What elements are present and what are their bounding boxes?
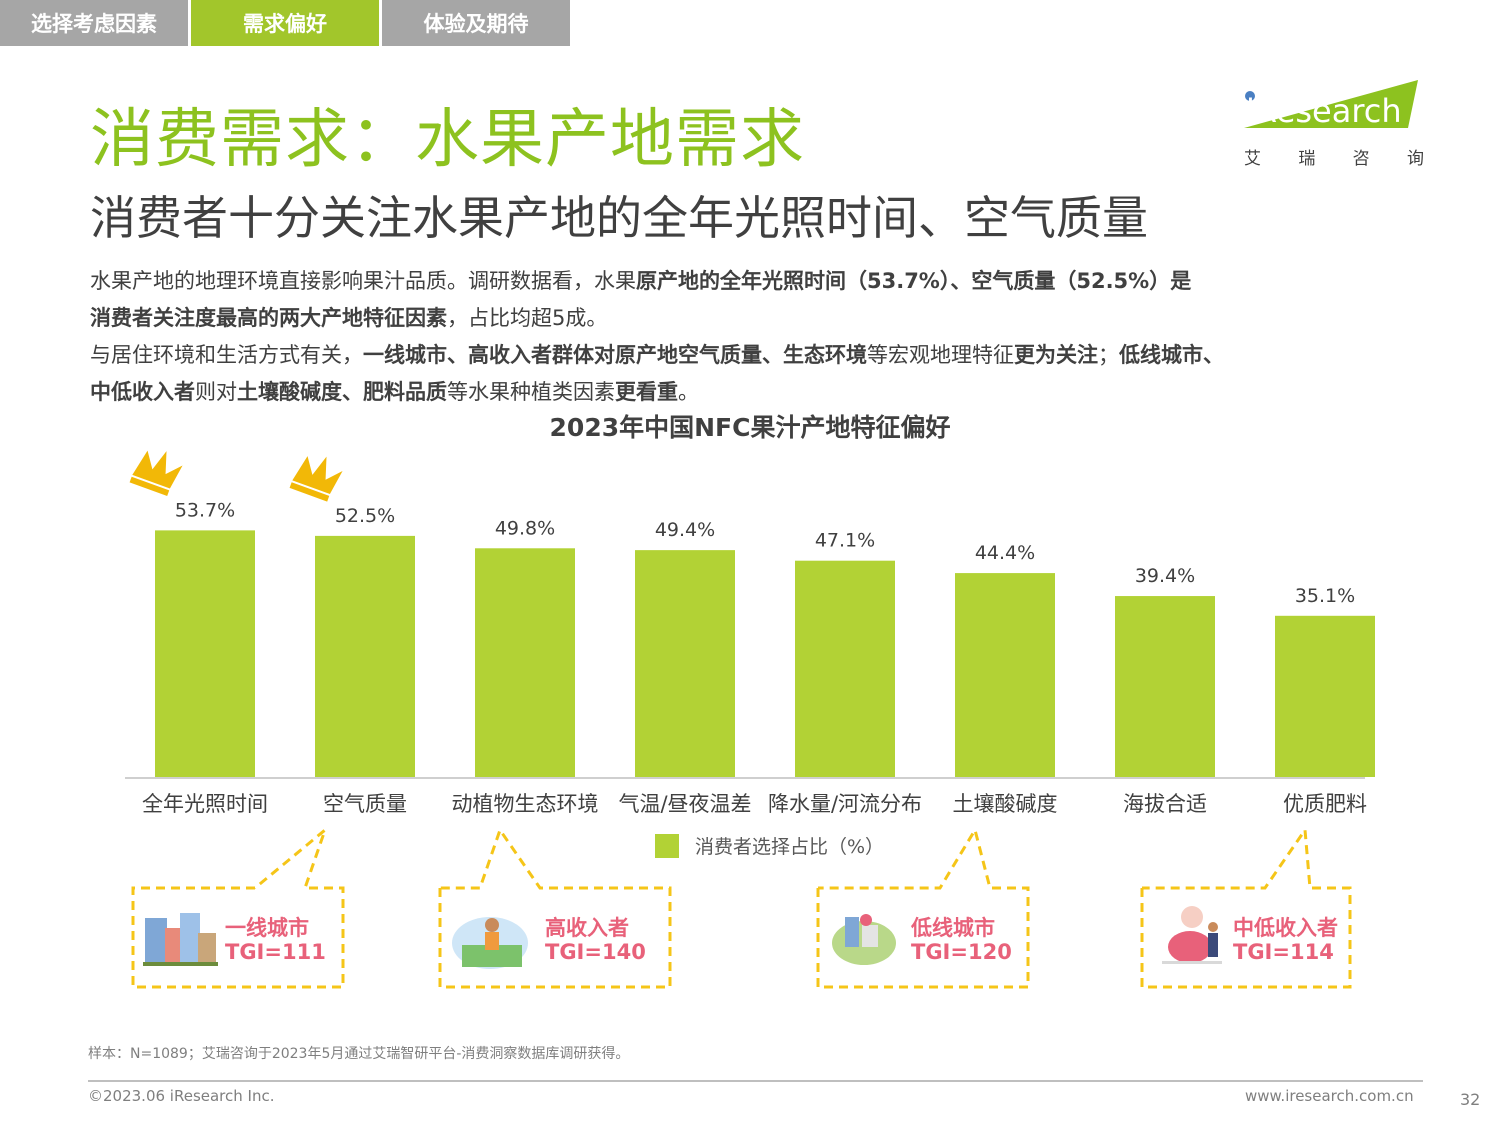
- data-label: 49.4%: [655, 519, 715, 541]
- sample-note: 样本：N=1089；艾瑞咨询于2023年5月通过艾瑞智研平台-消费洞察数据库调研…: [88, 1046, 630, 1062]
- copyright: ©2023.06 iResearch Inc.: [88, 1087, 275, 1105]
- bar: [155, 530, 255, 777]
- town-map-illustration-icon: [832, 914, 896, 965]
- data-label: 49.8%: [495, 517, 555, 539]
- callout-tgi: TGI=111: [225, 940, 326, 964]
- page-subtitle: 消费者十分关注水果产地的全年光照时间、空气质量: [90, 191, 1148, 245]
- chart-title: 2023年中国NFC果汁产地特征偏好: [549, 413, 951, 442]
- callout-label: 中低收入者: [1233, 916, 1338, 940]
- category-label: 全年光照时间: [142, 792, 268, 816]
- page-number: 32: [1460, 1090, 1481, 1109]
- city-illustration-icon: [143, 913, 218, 966]
- legend-label: 消费者选择占比（%）: [695, 836, 885, 858]
- callout-frame-tier1: [131, 825, 345, 989]
- callout-frame-high-income: [438, 826, 672, 989]
- data-label: 35.1%: [1295, 585, 1355, 607]
- footer-divider: [88, 1080, 1423, 1082]
- category-label: 降水量/河流分布: [768, 792, 922, 816]
- bar-chart: 53.7% 全年光照时间 52.5% 空气质量 49.8% 动植物生态环境 49.4% 气温/…: [125, 450, 1375, 816]
- logo-chinese: 艾瑞咨询: [1244, 149, 1424, 169]
- crown-base-icon: [289, 482, 330, 502]
- category-label: 土壤酸碱度: [953, 792, 1058, 816]
- data-label: 47.1%: [815, 530, 875, 552]
- tab-demand-preference[interactable]: 需求偏好: [191, 0, 379, 46]
- bar: [1115, 596, 1215, 777]
- callout-tgi: TGI=120: [911, 940, 1012, 964]
- description: 水果产地的地理环境直接影响果汁品质。调研数据看，水果原产地的全年光照时间（53.…: [90, 269, 1224, 404]
- callout-label: 低线城市: [911, 916, 995, 940]
- callout-tgi: TGI=140: [545, 940, 646, 964]
- bar: [955, 573, 1055, 777]
- callout-frames: [131, 825, 1352, 989]
- crown-icon: [132, 450, 183, 489]
- category-label: 优质肥料: [1283, 792, 1367, 816]
- callout-label: 高收入者: [545, 916, 629, 940]
- logo-wordmark: iResearch: [1246, 92, 1402, 130]
- bar: [475, 548, 575, 777]
- logo-swoosh-icon: [1244, 80, 1418, 128]
- data-label: 44.4%: [975, 542, 1035, 564]
- bar: [795, 560, 895, 777]
- callout-frame-low-income: [1140, 825, 1352, 989]
- category-label: 空气质量: [323, 792, 407, 816]
- bar: [1275, 615, 1375, 777]
- callout-frame-low-tier: [816, 826, 1030, 989]
- chart-legend: 消费者选择占比（%）: [655, 832, 884, 859]
- data-label: 53.7%: [175, 499, 235, 521]
- legend-swatch: [655, 833, 679, 858]
- callout-tgi: TGI=114: [1233, 940, 1334, 964]
- bar: [635, 550, 735, 777]
- crown-icon: [292, 456, 343, 495]
- tab-experience-expectation[interactable]: 体验及期待: [382, 0, 570, 46]
- category-label: 海拔合适: [1123, 792, 1207, 816]
- website-url[interactable]: www.iresearch.com.cn: [1245, 1087, 1414, 1105]
- tab-selection-factors[interactable]: 选择考虑因素: [0, 0, 188, 46]
- category-label: 气温/昼夜温差: [618, 792, 751, 816]
- piggy-bank-illustration-icon: [1162, 906, 1222, 964]
- category-label: 动植物生态环境: [452, 792, 599, 816]
- person-money-illustration-icon: [452, 917, 528, 969]
- page-title: 消费需求：水果产地需求: [90, 103, 805, 177]
- callout-label: 一线城市: [225, 916, 309, 940]
- bar: [315, 535, 415, 777]
- crown-base-icon: [129, 476, 170, 497]
- iresearch-logo: iResearch 艾瑞咨询: [1240, 78, 1425, 169]
- data-label: 39.4%: [1135, 565, 1195, 587]
- data-label: 52.5%: [335, 505, 395, 527]
